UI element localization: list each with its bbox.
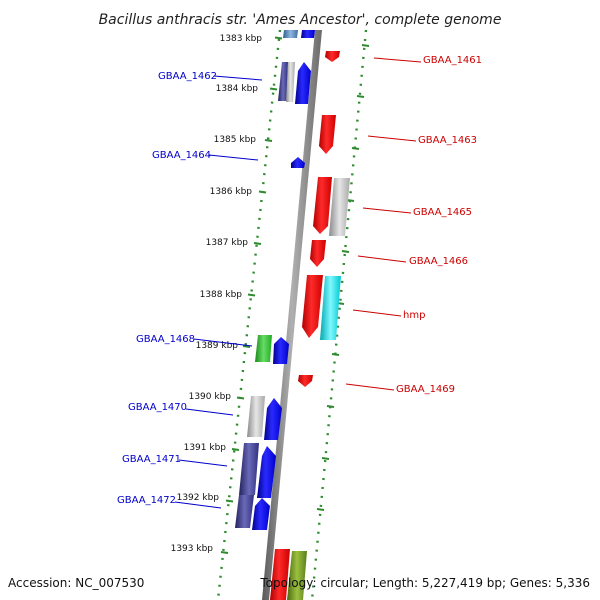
summary-text: Topology: circular; Length: 5,227,419 bp… [259,576,590,590]
feature-gbaa-1470-arrow [264,398,282,440]
tick-label-1389: 1389 kbp [196,341,239,351]
feature-gbaa-1469-arrow [298,375,313,387]
tick-label-1385: 1385 kbp [214,135,257,145]
genome-backbone [262,30,322,600]
label-gbaa-1472: GBAA_1472 [117,495,176,506]
tick-label-1384: 1384 kbp [216,84,259,94]
feature-hmp-arrow [302,275,323,338]
feature-gbaa-1462-a [278,62,288,101]
forward-gene-labels: GBAA_1462 GBAA_1464 GBAA_1468 GBAA_1470 … [117,71,217,506]
tick-label-1388: 1388 kbp [200,290,243,300]
feature-gbaa-1465-arrow [313,177,332,234]
accession-text: Accession: NC_007530 [8,576,144,590]
outer-tick-ring [310,29,368,600]
tick-label-1392: 1392 kbp [177,493,220,503]
forward-leaders [174,75,263,509]
feature-gbaa-1471-a [239,443,259,495]
feature-gbaa-1466-arrow [310,240,326,267]
feature-gbaa-1470-a [247,396,265,437]
label-hmp: hmp [403,310,425,321]
reverse-leaders [345,57,422,391]
feature-gbaa-1468-a [255,335,272,362]
feature-gbaa-1463-arrow [319,115,336,154]
feature-hmp-b [320,276,341,340]
reverse-features [270,51,350,600]
feature-gbaa-1472-arrow [252,498,270,530]
feature-gbaa-1465-b [329,178,350,236]
feature-gbaa-1464-arrow [291,157,305,168]
label-gbaa-1468: GBAA_1468 [136,334,195,345]
inner-tick-ring [216,29,282,600]
feature-gbaa-1462-arrow [295,62,311,104]
label-gbaa-1463: GBAA_1463 [418,135,477,146]
feature-gbaa-1472-a [235,495,254,528]
feature-gbaa-1468-arrow [273,337,289,364]
label-gbaa-1469: GBAA_1469 [396,384,455,395]
label-gbaa-1464: GBAA_1464 [152,150,211,161]
tick-label-1393: 1393 kbp [171,544,214,554]
label-gbaa-1461: GBAA_1461 [423,55,482,66]
tick-label-1383: 1383 kbp [220,34,263,44]
feature-top-blue [301,30,315,38]
forward-features [235,30,315,530]
tick-label-1390: 1390 kbp [189,392,232,402]
feature-gbaa-1462-b [286,62,295,102]
label-gbaa-1465: GBAA_1465 [413,207,472,218]
feature-bottom-red [270,549,290,600]
label-gbaa-1462: GBAA_1462 [158,71,217,82]
tick-label-1386: 1386 kbp [210,187,253,197]
tick-label-1387: 1387 kbp [206,238,249,248]
reverse-gene-labels: GBAA_1461 GBAA_1463 GBAA_1465 GBAA_1466 … [396,55,482,395]
feature-bottom-olive [287,551,307,600]
tick-labels: 1383 kbp 1384 kbp 1385 kbp 1386 kbp 1387… [171,34,263,554]
tick-label-1391: 1391 kbp [184,443,227,453]
feature-gbaa-1471-arrow [257,446,276,498]
label-gbaa-1470: GBAA_1470 [128,402,187,413]
feature-gbaa-1461-arrow [325,51,340,62]
label-gbaa-1466: GBAA_1466 [409,256,468,267]
map-title: Bacillus anthracis str. 'Ames Ancestor',… [99,12,502,28]
feature-top-steel [283,30,298,38]
label-gbaa-1471: GBAA_1471 [122,454,181,465]
